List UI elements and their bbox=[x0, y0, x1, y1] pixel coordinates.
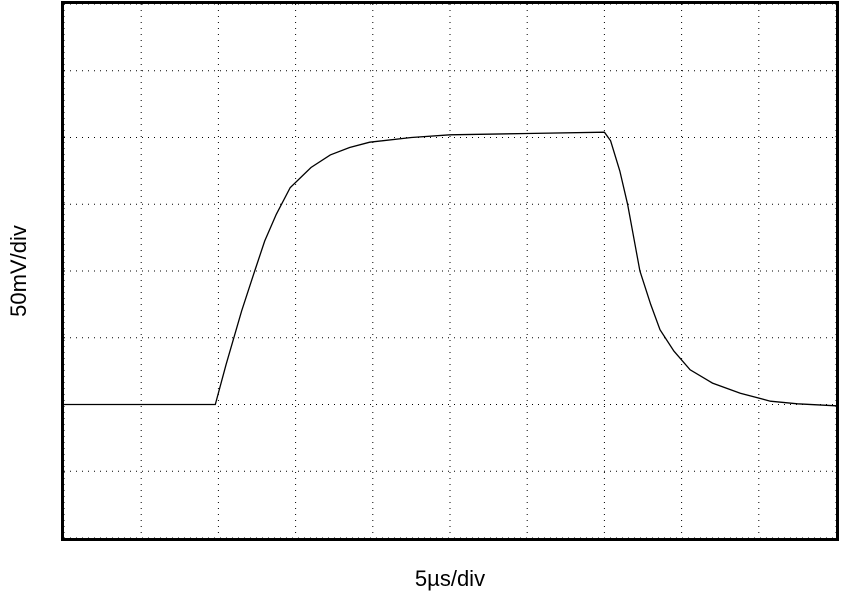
x-axis-label: 5µs/div bbox=[415, 566, 485, 591]
y-axis-label: 50mV/div bbox=[6, 225, 31, 317]
plot-frame bbox=[61, 1, 839, 541]
waveform bbox=[64, 131, 837, 407]
